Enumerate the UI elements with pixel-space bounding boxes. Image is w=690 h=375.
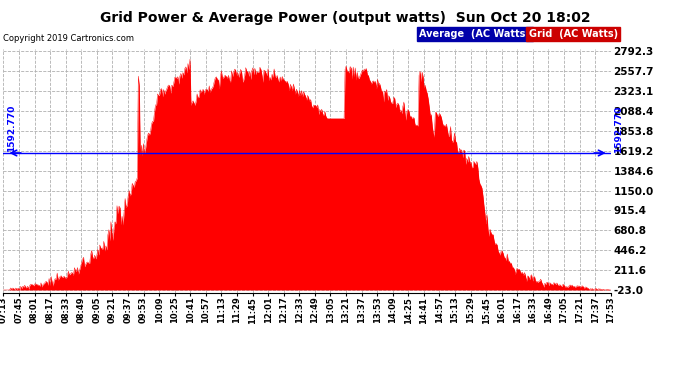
Text: Copyright 2019 Cartronics.com: Copyright 2019 Cartronics.com (3, 34, 135, 43)
Text: Average  (AC Watts): Average (AC Watts) (420, 29, 530, 39)
Text: 1592.770: 1592.770 (7, 104, 16, 152)
Text: 1592.770: 1592.770 (613, 106, 622, 153)
Text: Grid  (AC Watts): Grid (AC Watts) (529, 29, 618, 39)
Text: Grid Power & Average Power (output watts)  Sun Oct 20 18:02: Grid Power & Average Power (output watts… (99, 11, 591, 25)
